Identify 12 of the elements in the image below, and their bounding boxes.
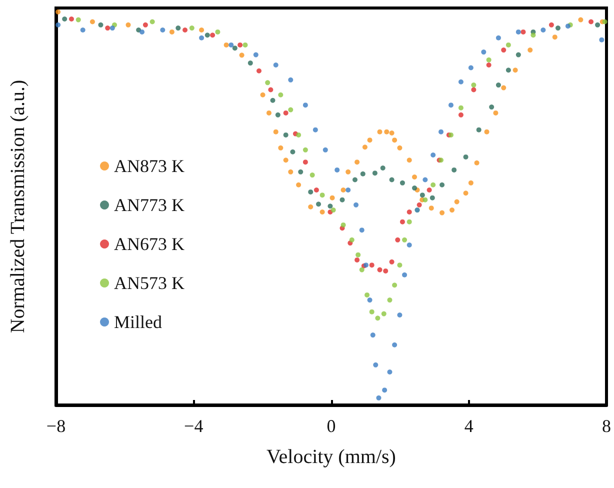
legend-label: Milled (114, 312, 162, 332)
y-axis-title: Normalized Transmission (a.u.) (7, 80, 29, 334)
x-tick-label: 8 (602, 416, 611, 436)
legend-label: AN873 K (114, 156, 184, 176)
legend-label: AN573 K (114, 273, 184, 293)
x-axis-title: Velocity (mm/s) (266, 446, 396, 468)
x-tick-label: −4 (184, 416, 204, 436)
legend-label: AN773 K (114, 195, 184, 215)
x-tick-label: 0 (326, 416, 336, 436)
x-tick-label: 4 (464, 416, 474, 436)
legend-label: AN673 K (114, 234, 184, 254)
x-tick-label: −8 (46, 416, 66, 436)
